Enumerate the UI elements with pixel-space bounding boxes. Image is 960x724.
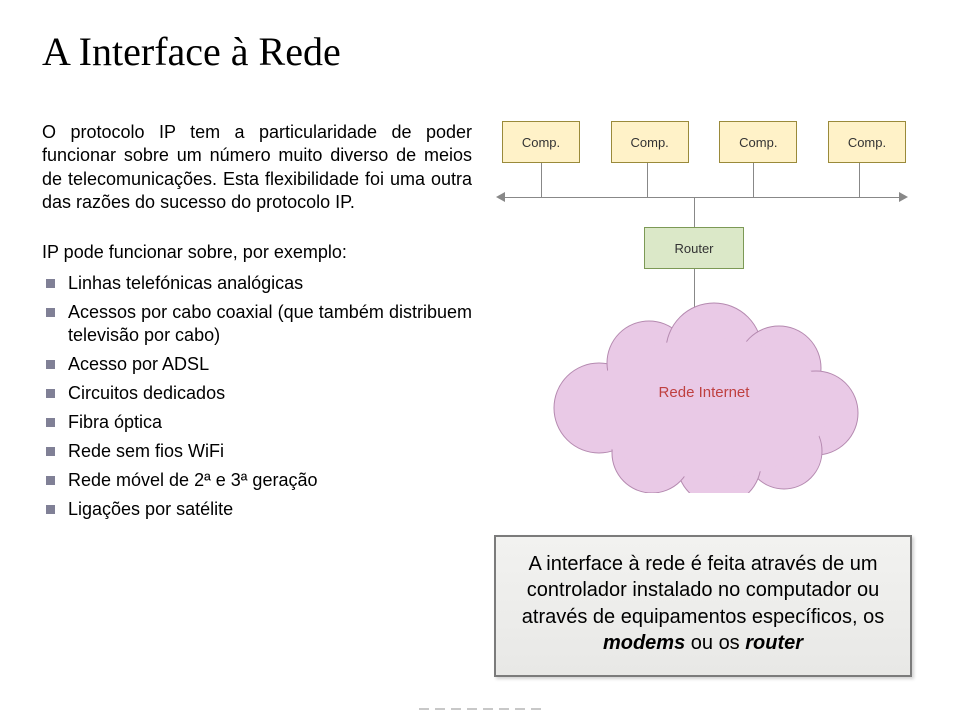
list-item: Rede móvel de 2ª e 3ª geração xyxy=(68,469,472,492)
computer-node: Comp. xyxy=(611,121,689,163)
list-item: Fibra óptica xyxy=(68,411,472,434)
callout-text: A interface à rede é feita através de um… xyxy=(522,553,884,628)
intro-paragraph: O protocolo IP tem a particularidade de … xyxy=(42,121,472,215)
connector-line xyxy=(647,163,648,197)
list-intro: IP pode funcionar sobre, por exemplo: xyxy=(42,241,472,264)
router-node: Router xyxy=(644,227,744,269)
network-diagram: Comp. Comp. Comp. Comp. Router xyxy=(494,121,914,501)
computer-node: Comp. xyxy=(502,121,580,163)
computers-row: Comp. Comp. Comp. Comp. xyxy=(494,121,914,163)
callout-em: modems xyxy=(603,632,685,654)
computer-node: Comp. xyxy=(719,121,797,163)
computer-node: Comp. xyxy=(828,121,906,163)
content-columns: O protocolo IP tem a particularidade de … xyxy=(42,121,918,527)
list-item: Acesso por ADSL xyxy=(68,353,472,376)
connector-line xyxy=(753,163,754,197)
left-column: O protocolo IP tem a particularidade de … xyxy=(42,121,472,527)
list-item: Rede sem fios WiFi xyxy=(68,440,472,463)
list-item: Linhas telefónicas analógicas xyxy=(68,272,472,295)
callout-box: A interface à rede é feita através de um… xyxy=(494,535,912,677)
list-item: Acessos por cabo coaxial (que também dis… xyxy=(68,301,472,347)
bus-line xyxy=(502,197,902,198)
cloud-label: Rede Internet xyxy=(659,384,750,401)
connector-line xyxy=(859,163,860,197)
list-item: Ligações por satélite xyxy=(68,498,472,521)
connector-line xyxy=(541,163,542,197)
slide-title: A Interface à Rede xyxy=(42,28,918,75)
list-item: Circuitos dedicados xyxy=(68,382,472,405)
bullet-list: Linhas telefónicas analógicas Acessos po… xyxy=(42,272,472,521)
bus-arrow-right-icon xyxy=(899,192,908,202)
footer-decoration xyxy=(419,708,541,710)
callout-em: router xyxy=(745,632,803,654)
internet-cloud: Rede Internet xyxy=(534,293,874,493)
connector-line xyxy=(694,197,695,227)
right-column: Comp. Comp. Comp. Comp. Router xyxy=(494,121,914,527)
callout-text: ou os xyxy=(685,632,745,654)
